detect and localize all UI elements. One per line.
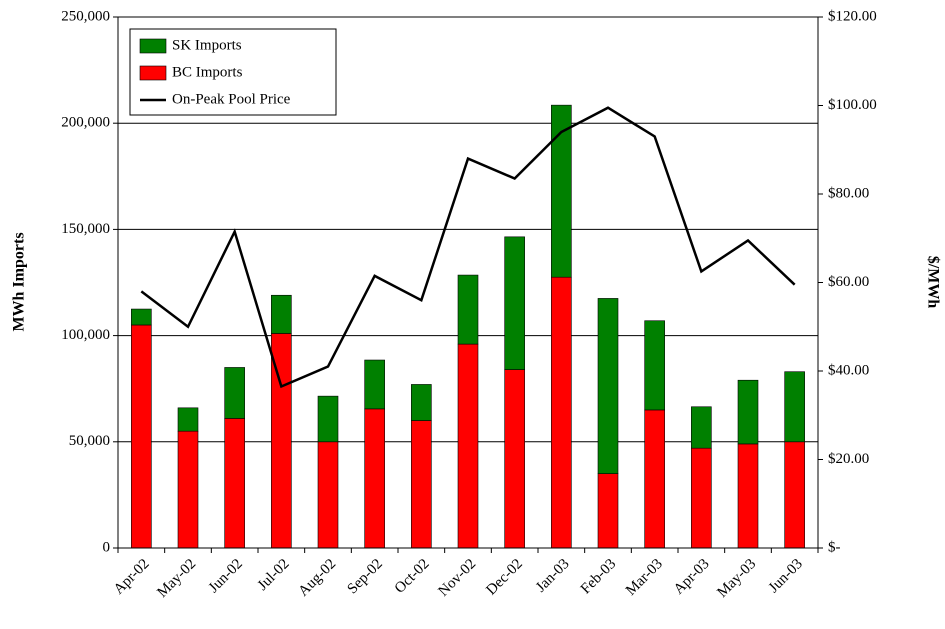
y2-tick-label: $80.00 [828,185,869,201]
y-axis-label: MWh Imports [11,232,28,331]
bar [597,298,619,474]
y2-tick-label: $60.00 [828,274,869,290]
x-tick-label: Jun-02 [206,556,246,596]
legend-label: On-Peak Pool Price [172,91,291,107]
bar [411,420,432,549]
x-tick-label: Nov-02 [436,556,480,600]
x-tick-label: Jun-03 [766,556,806,596]
bar [457,274,479,345]
bar [177,407,199,432]
bar [457,343,479,549]
bar [551,104,572,278]
y-tick-label: 250,000 [61,8,110,24]
y-tick-label: 50,000 [69,433,110,449]
bar [691,447,712,549]
y-tick-label: 100,000 [61,327,110,343]
x-tick-label: Jul-02 [255,556,293,594]
x-tick-label: Feb-03 [578,556,619,597]
bar [364,359,385,410]
x-tick-label: Sep-02 [345,556,386,597]
legend-swatch [139,38,167,54]
bar [504,369,525,549]
bar [784,441,805,549]
legend: SK Imports BC Imports On-Peak Pool Price [129,28,337,116]
y-tick-label: 150,000 [61,221,110,237]
bar [551,276,572,549]
bar [317,395,339,443]
bar [317,441,339,549]
bar [131,308,152,326]
y2-tick-label: $20.00 [828,451,869,467]
y2-tick-label: $120.00 [828,8,877,24]
x-tick-label: Oct-02 [392,556,433,597]
y-tick-label: 200,000 [61,115,110,131]
bar [364,408,385,549]
y2-axis-label: $/MWh [924,256,941,309]
bar [177,430,199,549]
x-tick-label: Jan-03 [533,556,573,596]
x-tick-label: Aug-02 [296,556,340,600]
price-line [140,106,796,389]
y2-tick-label: $100.00 [828,97,877,113]
bar [691,406,712,449]
legend-label: SK Imports [172,37,242,53]
bar [737,379,759,445]
bar [597,473,619,549]
bar [644,320,665,411]
x-tick-label: Mar-03 [623,556,666,599]
x-tick-label: Apr-03 [671,556,713,598]
bar [411,384,432,421]
x-tick-label: Dec-02 [483,556,526,599]
bar [737,443,759,549]
y2-tick-label: $- [828,539,841,555]
bar [504,236,525,370]
x-tick-label: May-03 [714,556,759,601]
bar [784,371,805,443]
bar [224,418,245,549]
x-tick-label: May-02 [154,556,199,601]
legend-swatch [139,65,167,81]
legend-label: BC Imports [172,64,243,80]
bar [271,294,292,334]
bar [131,324,152,549]
bar [224,367,245,419]
x-tick-label: Apr-02 [111,556,153,598]
y2-tick-label: $40.00 [828,362,869,378]
y-tick-label: 0 [103,539,111,555]
bar [644,409,665,549]
